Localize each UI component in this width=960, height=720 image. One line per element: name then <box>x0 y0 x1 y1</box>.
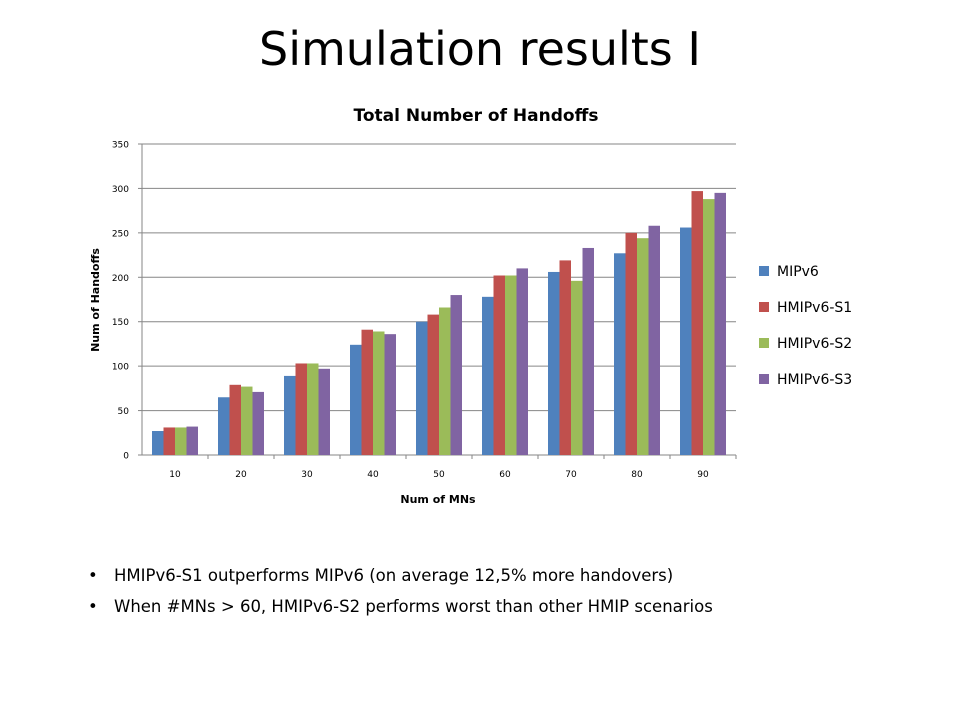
x-tick-label: 30 <box>301 470 313 480</box>
bar <box>218 397 230 455</box>
x-tick-label: 80 <box>631 470 643 480</box>
bar <box>614 253 626 455</box>
legend-swatch <box>759 338 769 348</box>
bar <box>505 275 517 455</box>
bar <box>637 238 649 455</box>
bar <box>186 426 198 455</box>
y-tick-label: 100 <box>112 363 129 373</box>
bar <box>361 329 373 455</box>
x-tick-label: 60 <box>499 470 511 480</box>
bar <box>648 225 660 455</box>
bar <box>582 247 594 455</box>
bar <box>416 321 428 455</box>
legend-swatch <box>759 302 769 312</box>
bar <box>295 363 307 455</box>
tick-labels: 0 50 100 150 200 250 300 350 10 20 30 40 50 60 70 80 90 <box>112 141 709 481</box>
y-tick-label: 200 <box>112 274 129 284</box>
legend-label: MIPv6 <box>777 264 819 280</box>
bar <box>493 275 505 455</box>
y-tick-label: 0 <box>123 452 129 462</box>
bar <box>175 427 187 455</box>
bar <box>307 363 319 455</box>
bar <box>318 368 330 455</box>
y-tick-label: 300 <box>112 185 129 195</box>
x-tick-label: 90 <box>697 470 709 480</box>
y-tick-label: 250 <box>112 229 129 239</box>
legend-label: HMIPv6-S1 <box>777 300 852 316</box>
slide-title: Simulation results I <box>259 22 701 76</box>
legend-label: HMIPv6-S3 <box>777 372 852 388</box>
y-tick-label: 50 <box>118 407 130 417</box>
bullet-list: HMIPv6-S1 outperforms MIPv6 (on average … <box>88 566 713 628</box>
bar <box>714 192 726 455</box>
bar <box>373 331 385 455</box>
legend-swatch <box>759 374 769 384</box>
bar <box>427 314 439 455</box>
bar <box>482 296 494 455</box>
bar <box>680 227 692 455</box>
x-tick-label: 70 <box>565 470 577 480</box>
x-tick-label: 10 <box>169 470 181 480</box>
x-axis-label: Num of MNs <box>400 493 476 506</box>
bars <box>152 191 726 455</box>
bullet-item: When #MNs > 60, HMIPv6-S2 performs worst… <box>88 597 713 616</box>
bullet-item: HMIPv6-S1 outperforms MIPv6 (on average … <box>88 566 713 585</box>
bar <box>284 375 296 455</box>
bar <box>252 391 264 455</box>
bar <box>571 280 583 455</box>
legend: MIPv6 HMIPv6-S1 HMIPv6-S2 HMIPv6-S3 <box>759 264 852 388</box>
bar <box>450 295 462 455</box>
bar <box>559 260 571 455</box>
y-tick-label: 150 <box>112 318 129 328</box>
x-tick-label: 40 <box>367 470 379 480</box>
bar-chart: Total Number of Handoffs 0 50 100 150 200 250… <box>89 106 852 506</box>
chart-title: Total Number of Handoffs <box>354 106 599 126</box>
bar <box>350 344 362 455</box>
y-tick-label: 350 <box>112 141 129 151</box>
x-tick-label: 20 <box>235 470 247 480</box>
bar <box>516 268 528 455</box>
bar <box>384 334 396 455</box>
bar <box>229 384 241 455</box>
bar <box>152 431 164 455</box>
bar <box>439 307 451 455</box>
bar <box>163 427 175 455</box>
bar <box>548 271 560 455</box>
bar <box>241 386 253 455</box>
bar <box>703 199 715 455</box>
x-tick-label: 50 <box>433 470 445 480</box>
bar <box>691 191 703 455</box>
bar <box>625 232 637 455</box>
legend-label: HMIPv6-S2 <box>777 336 852 352</box>
legend-swatch <box>759 266 769 276</box>
y-axis-label: Num of Handoffs <box>89 248 102 352</box>
